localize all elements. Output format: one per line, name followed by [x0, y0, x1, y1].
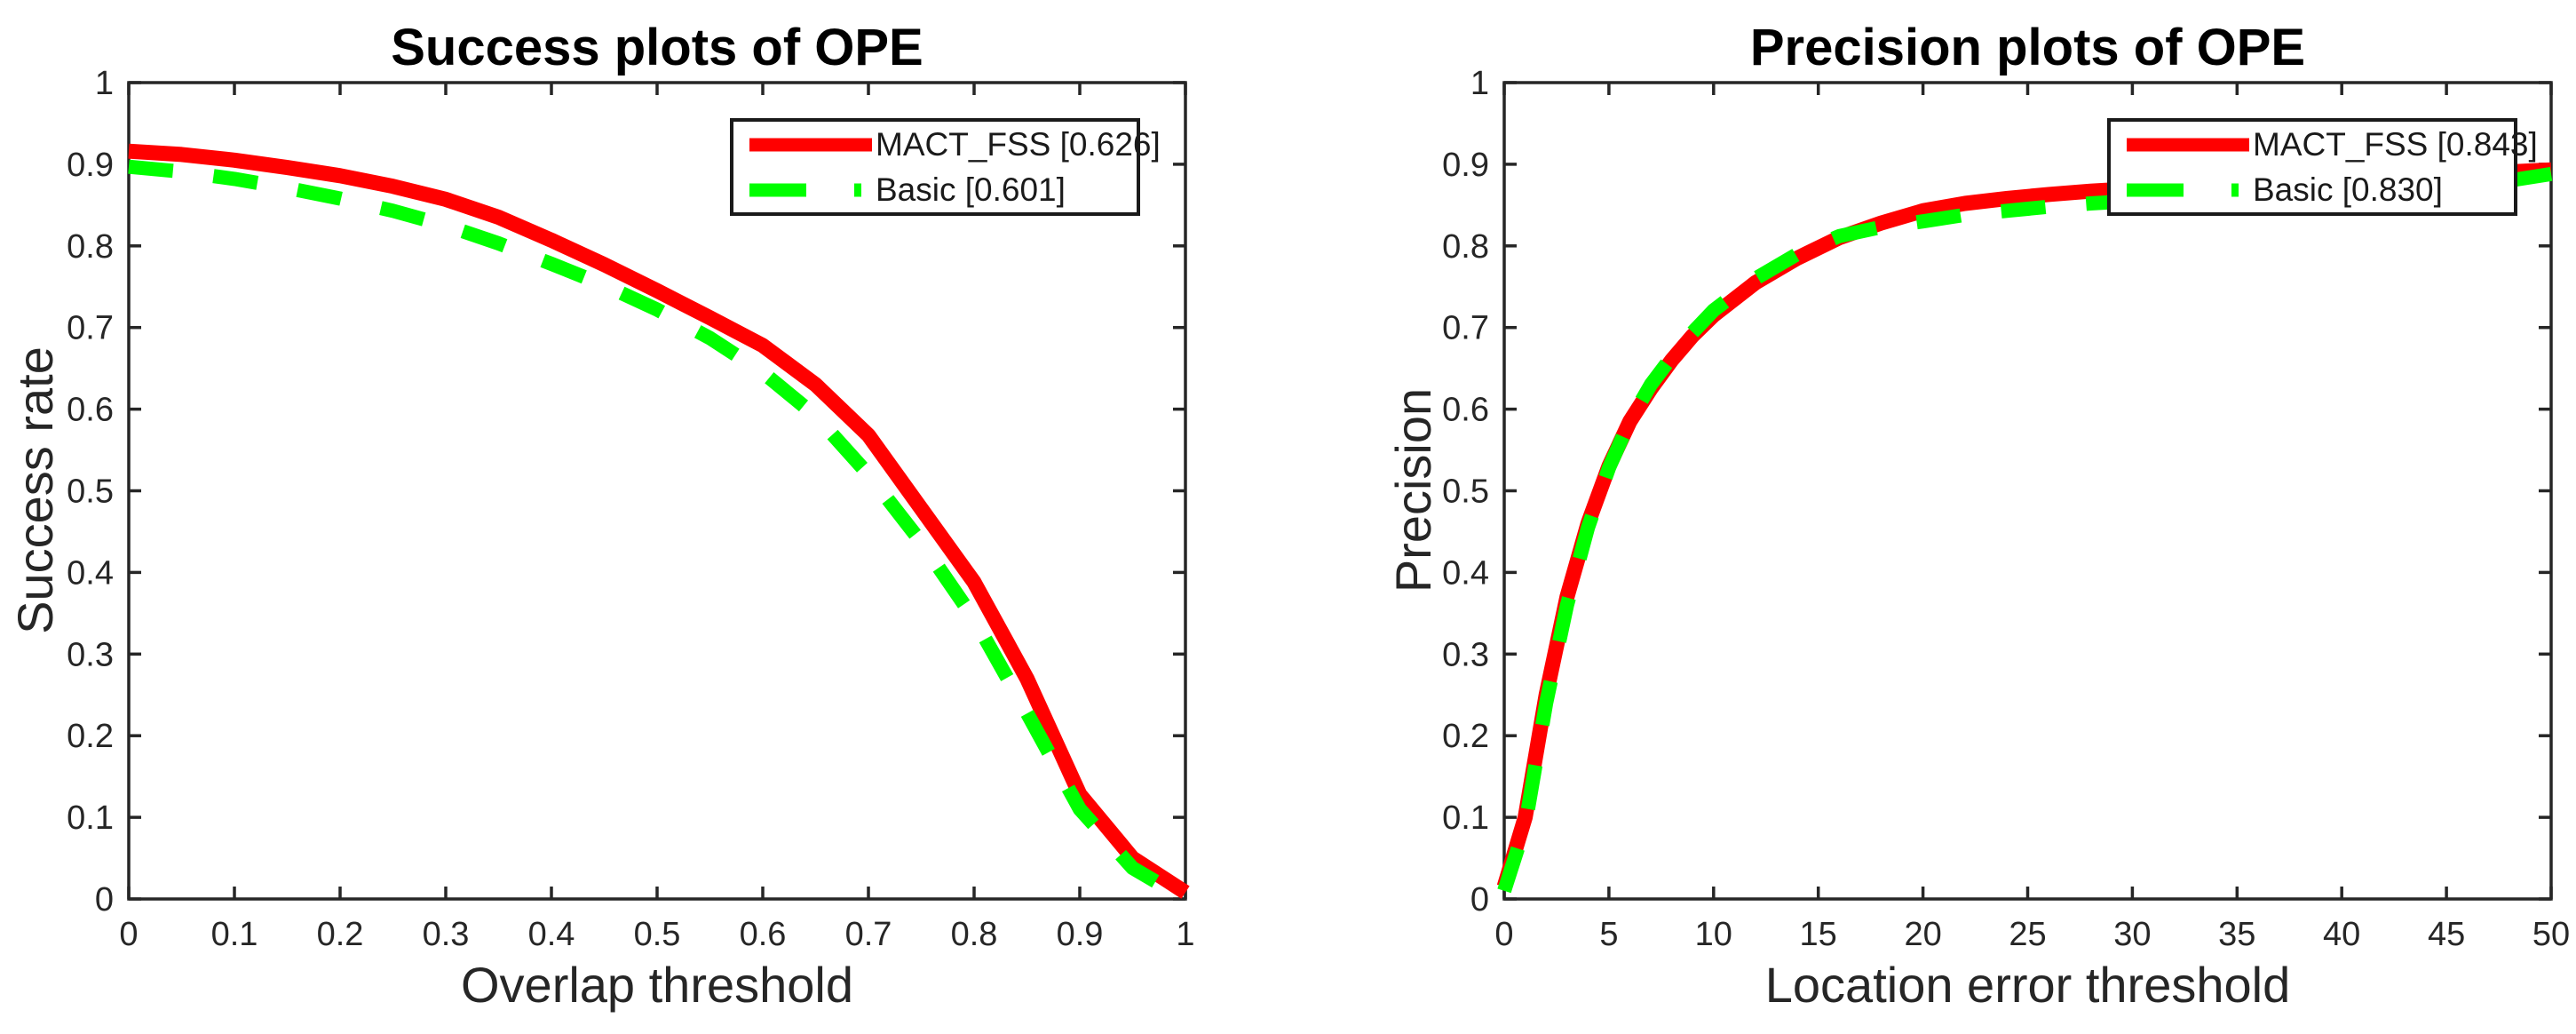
x-tick-label: 0.9	[1057, 916, 1104, 953]
y-tick-label: 0.6	[67, 392, 114, 429]
x-tick-label: 0.7	[845, 916, 892, 953]
y-tick-label: 0.5	[1442, 473, 1489, 511]
legend-label: Basic [0.601]	[876, 171, 1066, 208]
y-tick-label: 0.8	[1442, 228, 1489, 266]
x-tick-label: 0.3	[423, 916, 470, 953]
y-tick-label: 0	[1470, 881, 1489, 919]
legend-label: MACT_FSS [0.626]	[876, 126, 1161, 163]
success-x-axis-label: Overlap threshold	[460, 957, 853, 1013]
x-tick-label: 50	[2532, 916, 2570, 953]
legend-item: MACT_FSS [0.843]	[2120, 122, 2538, 167]
x-tick-label: 0.2	[317, 916, 364, 953]
x-tick-label: 5	[1599, 916, 1618, 953]
x-tick-label: 0.4	[528, 916, 575, 953]
y-tick-label: 0.4	[1442, 554, 1489, 592]
y-tick-label: 0.9	[1442, 147, 1489, 184]
legend-item: Basic [0.601]	[742, 167, 1137, 212]
legend-item: MACT_FSS [0.626]	[742, 122, 1161, 167]
success-legend: MACT_FSS [0.626] Basic [0.601]	[730, 118, 1161, 216]
y-tick-label: 0.4	[67, 554, 114, 592]
precision-legend: MACT_FSS [0.843] Basic [0.830]	[2107, 118, 2538, 216]
dashed-line-sample-icon	[749, 183, 872, 196]
y-tick-label: 0.7	[67, 310, 114, 347]
x-tick-label: 25	[2009, 916, 2046, 953]
y-tick-label: 0.3	[1442, 636, 1489, 673]
y-tick-label: 1	[95, 65, 114, 102]
dashed-line-sample-icon	[2127, 183, 2249, 196]
x-tick-label: 0.8	[951, 916, 998, 953]
x-tick-label: 0	[119, 916, 138, 953]
y-tick-label: 0.7	[1442, 310, 1489, 347]
y-tick-label: 0.1	[1442, 799, 1489, 837]
precision-y-axis-label: Precision	[1385, 387, 1441, 593]
solid-line-sample-icon	[749, 138, 872, 151]
y-tick-label: 0.3	[67, 636, 114, 673]
y-tick-label: 0.8	[67, 228, 114, 266]
x-tick-label: 1	[1176, 916, 1194, 953]
y-tick-label: 0.2	[1442, 718, 1489, 755]
x-tick-label: 0.6	[740, 916, 787, 953]
x-tick-label: 0.5	[634, 916, 681, 953]
legend-label: Basic [0.830]	[2253, 171, 2443, 208]
x-tick-label: 35	[2218, 916, 2255, 953]
y-tick-label: 0	[95, 881, 114, 919]
y-tick-label: 0.5	[67, 473, 114, 511]
y-tick-label: 0.1	[67, 799, 114, 837]
x-tick-label: 20	[1904, 916, 1941, 953]
success-plot-title: Success plots of OPE	[391, 19, 923, 76]
legend-item: Basic [0.830]	[2120, 167, 2514, 212]
x-tick-label: 30	[2113, 916, 2151, 953]
y-tick-label: 1	[1470, 65, 1489, 102]
precision-plot-title: Precision plots of OPE	[1749, 19, 2306, 76]
x-tick-label: 0	[1494, 916, 1513, 953]
y-tick-label: 0.9	[67, 147, 114, 184]
x-tick-label: 15	[1800, 916, 1837, 953]
y-tick-label: 0.6	[1442, 392, 1489, 429]
x-tick-label: 10	[1695, 916, 1732, 953]
solid-line-sample-icon	[2127, 138, 2249, 151]
precision-curve-basic	[1497, 166, 2553, 894]
x-tick-label: 0.1	[211, 916, 258, 953]
x-tick-label: 40	[2323, 916, 2360, 953]
y-tick-label: 0.2	[67, 718, 114, 755]
success-curve-mact_fss	[128, 143, 1190, 899]
x-tick-label: 45	[2428, 916, 2465, 953]
precision-x-axis-label: Location error threshold	[1764, 957, 2291, 1013]
legend-label: MACT_FSS [0.843]	[2253, 126, 2538, 163]
precision-curve-mact_fss	[1496, 162, 2552, 889]
success-curve-basic	[128, 159, 1190, 905]
success-y-axis-label: Success rate	[7, 346, 63, 634]
